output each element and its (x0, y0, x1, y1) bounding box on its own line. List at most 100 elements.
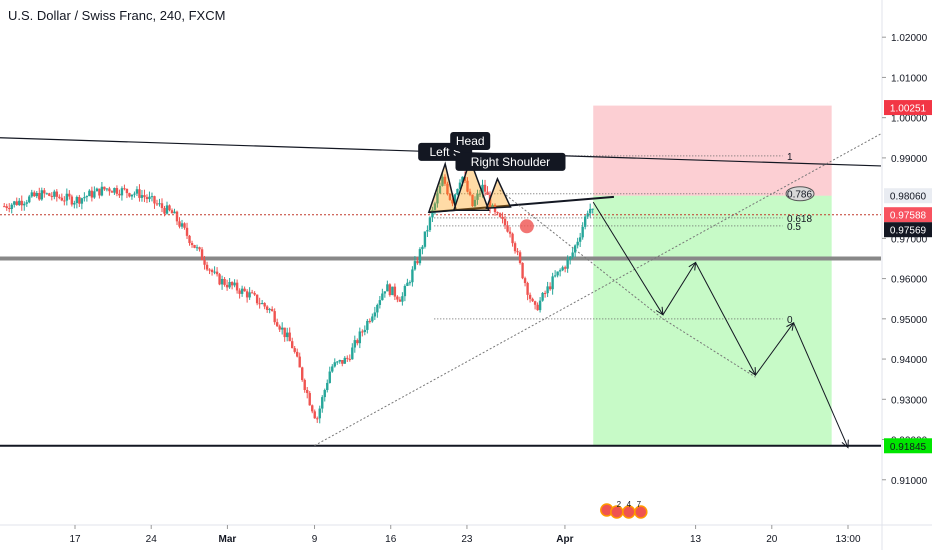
candle-body (486, 191, 489, 195)
candle-body (411, 269, 414, 283)
candle-body (115, 188, 119, 194)
price-tag[interactable] (884, 222, 932, 238)
pattern-triangle[interactable] (485, 176, 512, 209)
candle-body (215, 271, 219, 275)
signal-dot[interactable] (519, 219, 534, 234)
candle-body (473, 199, 477, 207)
candle-body (148, 196, 151, 200)
candle-body (321, 397, 324, 409)
projection-arrow[interactable] (662, 262, 697, 316)
candle-body (296, 351, 299, 357)
chart-title: U.S. Dollar / Swiss Franc, 240, FXCM (8, 8, 226, 23)
y-tick-label: 0.96000 (891, 275, 928, 286)
candle-body (240, 288, 244, 294)
pattern-triangle[interactable] (452, 157, 490, 211)
candle-body (451, 200, 454, 204)
price-tag[interactable] (884, 207, 932, 223)
candle-body (128, 193, 131, 197)
candle-body (563, 267, 567, 269)
projection-arrow[interactable] (695, 262, 756, 376)
x-tick-label: 20 (766, 534, 778, 545)
price-tag[interactable] (884, 188, 932, 204)
price-tag-label: 0.98060 (890, 192, 927, 203)
candle-body (356, 340, 359, 344)
candle-body (108, 188, 111, 192)
candle-body (193, 244, 196, 248)
event-badge-icon[interactable] (634, 505, 648, 519)
candle-body (10, 204, 13, 209)
candle-body (60, 197, 64, 201)
candle-body (426, 230, 429, 232)
candle-body (130, 194, 134, 197)
candle-body (303, 379, 306, 390)
candle-body (441, 176, 444, 186)
projection-arrow[interactable] (592, 201, 664, 316)
candle-body (291, 341, 294, 349)
candle-body (586, 213, 589, 217)
pattern-label-box (450, 131, 491, 150)
candle-body (368, 320, 372, 322)
projection-arrow[interactable] (755, 322, 794, 376)
candle-body (260, 303, 264, 305)
candle-body (538, 300, 542, 311)
candle-body (200, 249, 204, 261)
candle-body (561, 267, 564, 271)
trend-line[interactable] (499, 189, 664, 320)
price-tag[interactable] (884, 100, 932, 116)
candle-body (38, 193, 41, 200)
pattern-triangle[interactable] (427, 161, 457, 214)
candle-body (543, 292, 547, 294)
candle-body (285, 332, 289, 338)
candle-body (403, 285, 407, 297)
projection-arrow[interactable] (793, 322, 849, 448)
x-tick-label: 23 (461, 534, 473, 545)
candle-body (313, 411, 316, 419)
take-profit-zone[interactable] (593, 195, 832, 446)
candle-body (476, 193, 479, 200)
candle-body (168, 205, 171, 211)
candle-body (513, 243, 517, 252)
fib-level-label: 0.5 (787, 222, 801, 233)
candle-body (306, 389, 309, 394)
candle-body (391, 286, 394, 296)
candle-body (180, 223, 184, 227)
candle-body (233, 282, 236, 286)
candle-body (401, 296, 404, 302)
candle-body (125, 188, 129, 194)
candle-body (503, 218, 507, 226)
price-tag-label: 1.00251 (890, 104, 927, 115)
candle-body (98, 188, 101, 196)
stop-loss-zone[interactable] (593, 105, 832, 196)
y-tick-label: 0.93000 (891, 395, 928, 406)
candle-body (301, 367, 304, 380)
candle-body (428, 217, 432, 231)
candle-body (383, 291, 387, 294)
candle-body (223, 278, 226, 285)
candle-body (346, 357, 349, 359)
candle-body (15, 201, 18, 205)
candle-body (556, 271, 559, 276)
event-badge-date: 2 (617, 500, 622, 509)
candle-body (95, 188, 99, 192)
candle-body (311, 405, 314, 412)
candle-body (308, 393, 311, 406)
candle-body (588, 208, 592, 214)
candle-body (448, 194, 452, 201)
pattern-label-box (455, 152, 566, 171)
candle-body (110, 191, 114, 193)
candle-body (463, 176, 467, 181)
candle-body (25, 202, 28, 204)
candle-body (273, 311, 276, 323)
candle-body (576, 241, 579, 246)
candle-body (453, 194, 457, 204)
candle-body (531, 298, 534, 302)
candle-body (376, 304, 379, 313)
price-tag[interactable] (884, 438, 932, 454)
y-tick-label: 0.97000 (891, 234, 928, 245)
x-tick-label: 9 (312, 534, 318, 545)
candle-body (170, 210, 174, 214)
candle-body (135, 189, 139, 194)
price-tag-label: 0.97588 (890, 211, 927, 222)
